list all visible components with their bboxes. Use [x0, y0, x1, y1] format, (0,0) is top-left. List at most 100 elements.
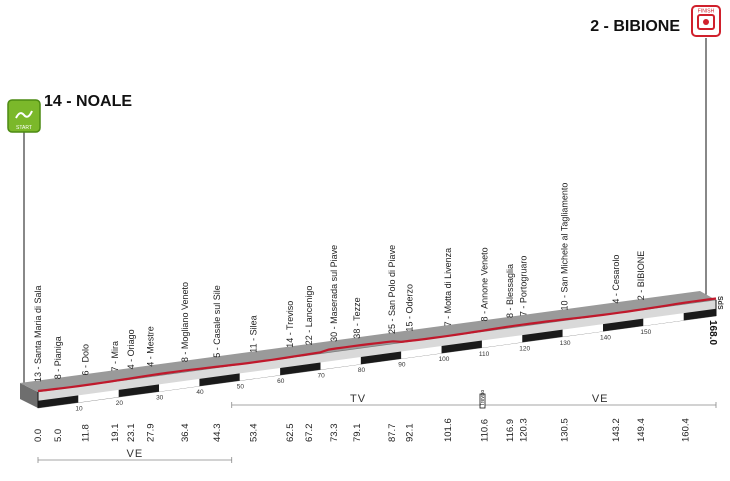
- km-band: [603, 318, 644, 332]
- km-band: [239, 367, 281, 381]
- province-code: VE: [127, 448, 144, 460]
- km-band: [320, 356, 361, 370]
- waypoint-km: 73.3: [329, 424, 340, 443]
- km-band: [78, 389, 119, 403]
- km-band: [441, 340, 482, 354]
- waypoint-label: 22 - Lancenigo: [304, 286, 314, 346]
- waypoint-label: 15 - Oderzo: [405, 284, 415, 332]
- finish-badge-text: FINISH: [698, 9, 715, 15]
- waypoint-km: 5.0: [53, 429, 64, 442]
- waypoint-km: 87.7: [387, 424, 398, 443]
- km-band: [683, 308, 716, 321]
- provinces: VE TV VE: [37, 393, 717, 463]
- waypoint-km: 149.4: [636, 418, 647, 442]
- waypoint-km: 101.6: [443, 418, 454, 442]
- waypoint-km: 120.3: [518, 418, 529, 442]
- waypoint-label: 4 - Cesarolo: [611, 255, 621, 304]
- km-band: [118, 384, 160, 398]
- waypoint-label: 25 - San Polo di Piave: [387, 245, 397, 334]
- waypoint-km: 116.9: [505, 419, 516, 442]
- waypoint-km: 19.1: [110, 424, 121, 443]
- km-band: [481, 335, 523, 348]
- km-tick-label: 50: [237, 384, 245, 391]
- waypoint-label: 6 - Dolo: [81, 344, 91, 376]
- km-band: [562, 324, 603, 337]
- start-town-label: 14 - NOALE: [44, 93, 132, 110]
- km-tick-label: 60: [277, 378, 285, 385]
- km-tick-label: 40: [196, 389, 204, 396]
- province-bracket: VE: [483, 393, 717, 408]
- profile-side-face: [20, 383, 38, 408]
- km-tick-label: 140: [600, 334, 611, 341]
- road-line: [37, 297, 717, 393]
- waypoint-km: 92.1: [405, 424, 416, 443]
- km-tick-label: 120: [519, 345, 530, 352]
- km-tick-label: 30: [156, 395, 164, 402]
- finish-icon: FINISH: [691, 5, 721, 37]
- waypoint-label: 8 - Pianiga: [53, 336, 63, 379]
- waypoint-label: 2 - BIBIONE: [636, 251, 646, 301]
- km-ticks: 10 20 30 40 50 60 70 80 90 100 110 120 130 140 150: [75, 329, 651, 413]
- km-band: [360, 351, 402, 365]
- km-band: [522, 329, 563, 343]
- waypoint-km: 67.2: [304, 424, 315, 443]
- km-tick-label: 80: [358, 367, 366, 374]
- waypoint-label: 10 - San Michele al Tagliamento: [560, 183, 570, 311]
- waypoint-km: 27.9: [146, 424, 157, 443]
- km-band: [280, 362, 321, 376]
- km-band: [643, 313, 684, 326]
- waypoint-km: 143.2: [611, 418, 622, 442]
- km-tick-label: 100: [439, 356, 450, 363]
- profile-top-face: [20, 291, 716, 392]
- province-code: TV: [350, 393, 366, 405]
- km-tick-label: 20: [116, 400, 124, 407]
- waypoints: 13 - Santa Maria di Sala 0.0 8 - Pianiga 5.…: [33, 183, 691, 442]
- waypoint-km: 44.3: [212, 424, 223, 443]
- km-tick-label: 110: [479, 351, 490, 358]
- waypoint-km: 79.1: [352, 424, 363, 443]
- km-tick-label: 130: [560, 340, 571, 347]
- waypoint-label: 4 - Mestre: [146, 326, 156, 367]
- waypoint-label: 38 - Tezze: [352, 297, 362, 338]
- waypoint-km: 53.4: [249, 424, 260, 443]
- waypoint-label: 7 - Portogruaro: [518, 256, 528, 317]
- km-band: [401, 346, 442, 359]
- province-bracket: VE: [37, 448, 233, 463]
- waypoint-label: 14 - Treviso: [285, 301, 295, 348]
- border-marker-icon: Treviso: [479, 390, 486, 409]
- km-bands: [38, 308, 716, 408]
- waypoint-km: 62.5: [285, 424, 296, 443]
- waypoint-km: 23.1: [126, 424, 137, 443]
- waypoint-km: 130.5: [560, 418, 571, 442]
- km-tick-label: 70: [318, 373, 326, 380]
- km-band: [199, 373, 240, 387]
- province-code: VE: [592, 393, 609, 405]
- waypoint-label: 11 - Silea: [249, 315, 259, 352]
- start-badge-text: START: [16, 125, 32, 131]
- waypoint-label: 8 - Annone Veneto: [479, 247, 489, 321]
- waypoint-label: 13 - Santa Maria di Sala: [33, 285, 43, 382]
- border-marker-text: Treviso: [480, 390, 486, 406]
- province-bracket: TV: [231, 393, 485, 408]
- km-tick-label: 10: [75, 406, 83, 413]
- waypoint-label: 4 - Oriago: [126, 329, 136, 369]
- waypoint-label: 30 - Maserada sul Piave: [329, 245, 339, 342]
- km-tick-label: 90: [398, 362, 406, 369]
- waypoint-label: 8 - Mogliano Veneto: [180, 282, 190, 362]
- waypoint-label: 7 - Mira: [110, 341, 120, 372]
- waypoint-km: 160.4: [680, 418, 691, 442]
- sds-label: SdS: [716, 296, 723, 310]
- km-band: [159, 378, 200, 392]
- waypoint-label: 5 - Casale sul Sile: [212, 285, 222, 358]
- finish-town-label: 2 - BIBIONE: [590, 18, 680, 35]
- waypoint-label: 8 - Blessaglia: [505, 264, 515, 318]
- start-icon: START: [7, 99, 41, 133]
- waypoint-label: 7 - Motta di Livenza: [443, 248, 453, 327]
- waypoint-km: 11.8: [81, 424, 92, 442]
- waypoint-km: 0.0: [33, 429, 44, 442]
- km-tick-label: 150: [640, 329, 651, 336]
- km-band: [38, 395, 79, 408]
- km-end-label: 168.0: [707, 320, 718, 345]
